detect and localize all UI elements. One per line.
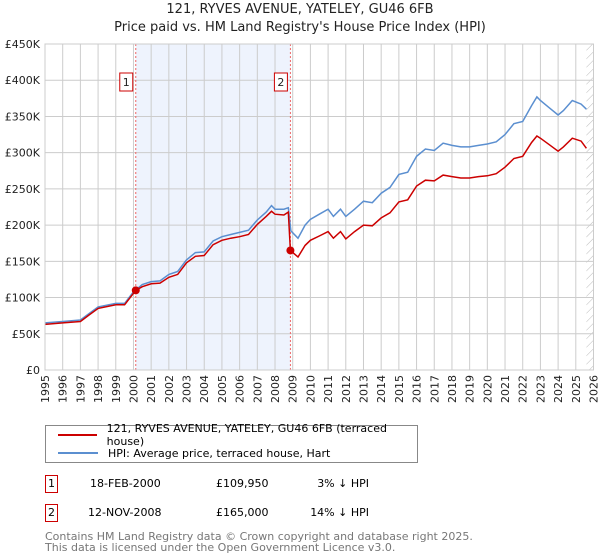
x-tick-label: 2001: [145, 375, 158, 403]
x-tick-label: 2006: [234, 375, 247, 403]
marker-badge: 2: [45, 504, 58, 522]
x-tick-label: 2009: [287, 375, 300, 403]
x-tick-label: 2013: [357, 375, 370, 403]
x-tick-label: 1996: [57, 375, 70, 403]
x-tick-label: 2024: [552, 375, 565, 403]
x-tick-label: 2003: [181, 375, 194, 403]
y-tick-label: £100K: [5, 292, 41, 305]
x-tick-label: 2020: [481, 375, 494, 403]
chart-subtitle: Price paid vs. HM Land Registry's House …: [114, 20, 486, 35]
x-tick-label: 2008: [269, 375, 282, 403]
sale-point: [131, 286, 140, 295]
y-tick-label: £450K: [5, 38, 41, 51]
x-tick-label: 1998: [92, 375, 105, 403]
legend-item-price-paid: 121, RYVES AVENUE, YATELEY, GU46 6FB (te…: [58, 422, 417, 448]
x-tick-label: 2019: [464, 375, 477, 403]
x-tick-label: 2015: [393, 375, 406, 403]
x-tick-label: 2026: [588, 375, 600, 403]
price-chart: 1995 1996 1997 1998 1999 2000 2001 2002 2003 2004…: [5, 38, 600, 403]
forecast-hatch: [586, 44, 594, 370]
series-line: [44, 95, 587, 324]
transaction-price: £165,000: [216, 506, 269, 519]
x-tick-label: 2010: [304, 375, 317, 403]
x-tick-label: 2007: [251, 375, 264, 403]
legend-swatch-blue: [58, 452, 98, 454]
x-tick-label: 2012: [340, 375, 353, 403]
x-tick-label: 2004: [198, 375, 211, 403]
y-tick-label: £400K: [5, 74, 41, 87]
transaction-hpi-diff: 3% ↓ HPI: [317, 477, 369, 490]
legend-label: HPI: Average price, terraced house, Hart: [108, 446, 331, 460]
y-tick-label: £50K: [12, 328, 41, 341]
legend-label: 121, RYVES AVENUE, YATELEY, GU46 6FB (te…: [106, 422, 387, 448]
x-tick-label: 2000: [127, 375, 140, 403]
x-tick-label: 1995: [39, 375, 52, 403]
sale-point: [286, 246, 295, 255]
y-tick-label: £0: [26, 364, 40, 377]
footer-licence: This data is licensed under the Open Gov…: [45, 541, 396, 554]
x-tick-label: 1999: [110, 375, 123, 403]
x-tick-label: 2021: [499, 375, 512, 403]
legend-item-hpi: HPI: Average price, terraced house, Hart: [58, 444, 330, 462]
transaction-hpi-diff: 14% ↓ HPI: [310, 506, 369, 519]
x-tick-label: 2002: [163, 375, 176, 403]
series-line: [44, 135, 588, 326]
transaction-date: 18-FEB-2000: [90, 477, 161, 490]
transaction-price: £109,950: [216, 477, 269, 490]
y-tick-label: £150K: [5, 255, 41, 268]
x-tick-label: 2011: [322, 375, 335, 403]
marker-label: 1: [123, 76, 130, 89]
transaction-row: 2 12-NOV-2008 £165,000 14% ↓ HPI: [45, 504, 445, 522]
x-tick-label: 1997: [74, 375, 87, 403]
marker-box: [273, 72, 288, 92]
marker-badge: 1: [45, 475, 58, 493]
y-tick-label: £250K: [5, 183, 41, 196]
marker-label: 2: [277, 76, 284, 89]
footer-copyright: Contains HM Land Registry data © Crown c…: [45, 530, 473, 543]
legend: 121, RYVES AVENUE, YATELEY, GU46 6FB (te…: [45, 422, 418, 463]
x-tick-label: 2017: [428, 375, 441, 403]
transaction-date: 12-NOV-2008: [88, 506, 162, 519]
x-tick-label: 2025: [570, 375, 583, 403]
x-tick-label: 2016: [411, 375, 424, 403]
shaded-ownership-period: [135, 44, 291, 370]
transaction-row: 1 18-FEB-2000 £109,950 3% ↓ HPI: [45, 475, 445, 493]
plot-border: [44, 43, 594, 371]
x-tick-label: 2022: [517, 375, 530, 403]
y-tick-label: £350K: [5, 110, 41, 123]
x-tick-label: 2018: [446, 375, 459, 403]
legend-swatch-red: [58, 434, 97, 436]
marker-box: [119, 72, 134, 92]
y-tick-label: £200K: [5, 219, 41, 232]
x-tick-label: 2014: [375, 375, 388, 403]
x-tick-label: 2005: [216, 375, 229, 403]
x-tick-label: 2023: [534, 375, 547, 403]
chart-title: 121, RYVES AVENUE, YATELEY, GU46 6FB: [166, 2, 434, 17]
y-tick-label: £300K: [5, 147, 41, 160]
